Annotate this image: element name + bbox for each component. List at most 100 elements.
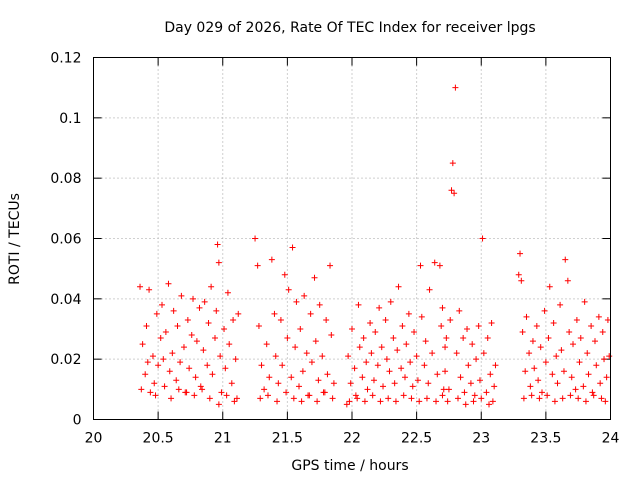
data-point: [528, 392, 535, 399]
axis-ticks: 20 20.5 21 21.5 22 22.5 23 23.5 24 0 0.02 0.04 0.06 0…: [50, 51, 619, 447]
data-point: [139, 341, 146, 348]
data-point: [183, 389, 190, 396]
data-point: [281, 271, 288, 278]
data-point: [491, 383, 498, 390]
data-point: [478, 395, 485, 402]
data-point: [205, 319, 212, 326]
x-axis-label: GPS time / hours: [291, 458, 408, 474]
data-point: [303, 350, 310, 357]
data-point: [235, 310, 242, 317]
data-point: [520, 395, 527, 402]
data-point: [169, 350, 176, 357]
data-point: [401, 374, 408, 381]
data-point: [363, 359, 370, 366]
data-point: [457, 374, 464, 381]
data-point: [486, 401, 493, 408]
data-point: [407, 359, 414, 366]
data-point: [423, 395, 430, 402]
data-point: [197, 383, 204, 390]
data-point: [232, 356, 239, 363]
data-point: [443, 335, 450, 342]
data-point: [186, 365, 193, 372]
data-point: [218, 389, 225, 396]
data-point: [192, 374, 199, 381]
data-point: [601, 356, 608, 363]
data-point: [445, 386, 452, 393]
data-point: [151, 380, 158, 387]
data-point: [146, 286, 153, 293]
data-point: [369, 392, 376, 399]
data-point: [200, 347, 207, 354]
data-point: [438, 322, 445, 329]
data-point: [408, 395, 415, 402]
x-tick-label: 22.5: [401, 431, 432, 447]
data-point: [178, 292, 185, 299]
data-point: [214, 241, 221, 248]
y-tick-label: 0.02: [50, 352, 81, 368]
data-point: [191, 392, 198, 399]
data-point: [188, 332, 195, 339]
data-point: [293, 298, 300, 305]
data-point: [257, 395, 264, 402]
data-point: [386, 368, 393, 375]
data-point: [471, 392, 478, 399]
data-point: [147, 389, 154, 396]
data-point: [284, 335, 291, 342]
data-point: [585, 371, 592, 378]
data-point: [168, 395, 175, 402]
data-point: [208, 283, 215, 290]
data-point: [215, 401, 222, 408]
data-point: [538, 389, 545, 396]
data-point: [364, 386, 371, 393]
data-point: [153, 310, 160, 317]
grid-lines: [93, 57, 611, 420]
data-point: [469, 341, 476, 348]
data-point: [595, 313, 602, 320]
data-point: [470, 398, 477, 405]
data-point: [230, 316, 237, 323]
data-point: [560, 368, 567, 375]
data-point: [292, 344, 299, 351]
x-tick-label: 24: [602, 431, 620, 447]
data-point: [515, 271, 522, 278]
data-point: [312, 338, 319, 345]
data-point: [377, 398, 384, 405]
data-point: [593, 362, 600, 369]
data-point: [311, 274, 318, 281]
data-point: [306, 392, 313, 399]
data-point: [323, 316, 330, 323]
data-point: [403, 341, 410, 348]
data-point: [398, 365, 405, 372]
data-point: [159, 301, 166, 308]
data-point: [199, 386, 206, 393]
data-point: [598, 395, 605, 402]
data-point: [413, 353, 420, 360]
y-tick-label: 0.04: [50, 292, 81, 308]
data-point: [374, 362, 381, 369]
data-point: [551, 398, 558, 405]
data-point: [349, 326, 355, 332]
data-point: [584, 350, 591, 357]
x-tick-label: 20: [85, 431, 103, 447]
data-point: [224, 289, 231, 296]
data-point: [591, 338, 598, 345]
data-point: [484, 335, 491, 342]
data-point: [360, 335, 367, 342]
data-point: [394, 347, 401, 354]
data-point: [604, 316, 611, 323]
data-point: [417, 262, 424, 269]
data-point: [488, 319, 495, 326]
data-point: [343, 401, 350, 408]
data-point: [541, 307, 548, 314]
data-point: [434, 371, 441, 378]
data-point: [180, 344, 187, 351]
data-point: [409, 383, 416, 390]
data-point: [308, 359, 315, 366]
data-point: [274, 398, 281, 405]
data-point: [165, 280, 172, 287]
data-point: [606, 353, 613, 360]
data-point: [143, 322, 150, 329]
data-point: [559, 395, 566, 402]
data-point: [316, 301, 323, 308]
data-point: [483, 389, 490, 396]
